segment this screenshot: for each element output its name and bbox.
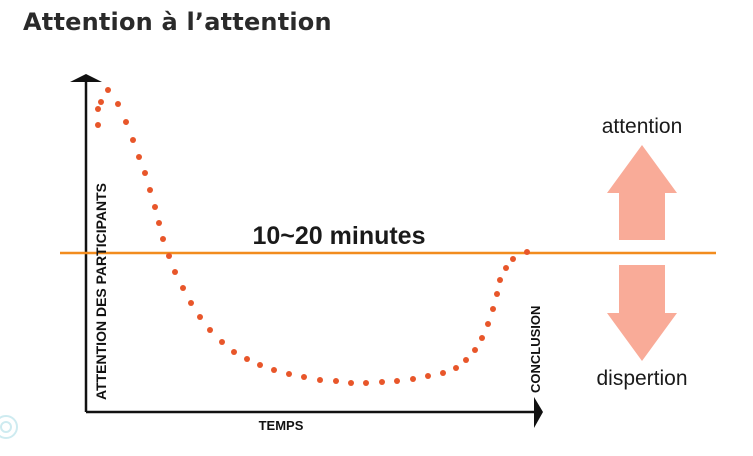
curve-dot [147,187,153,193]
curve-dot [142,170,148,176]
curve-dot [363,380,369,386]
curve-dot [95,122,101,128]
curve-dot [301,374,307,380]
curve-dot [494,291,500,297]
curve-dot [394,378,400,384]
curve-dot [497,277,503,283]
curve-dot [136,154,142,160]
curve-dot [472,347,478,353]
curve-dot [172,269,178,275]
dispertion-label: dispertion [596,367,687,390]
y-axis-arrowhead [70,74,102,82]
curve-dot [257,362,263,368]
curve-dot [348,380,354,386]
curve-dot [410,376,416,382]
attention-curve [95,87,530,386]
curve-dot [479,335,485,341]
curve-dot [115,101,121,107]
curve-dot [207,327,213,333]
curve-dot [425,373,431,379]
curve-dot [510,256,516,262]
curve-dot [333,378,339,384]
curve-dot [379,379,385,385]
x-axis-label: TEMPS [259,418,304,433]
curve-dot [244,356,250,362]
logo-icon [0,415,18,439]
curve-dot [152,204,158,210]
y-axis-label: ATTENTION DES PARTICIPANTS [93,183,109,400]
duration-label: 10~20 minutes [252,222,425,250]
curve-dot [463,357,469,363]
curve-dot [219,339,225,345]
curve-dot [95,106,101,112]
attention-label: attention [602,115,683,138]
curve-dot [188,300,194,306]
curve-dot [286,371,292,377]
curve-dot [440,370,446,376]
curve-dot [524,249,530,255]
dispertion-down-arrow-icon [607,265,677,361]
conclusion-label: CONCLUSION [528,306,543,393]
curve-dot [123,119,129,125]
curve-dot [231,349,237,355]
curve-dot [271,367,277,373]
page-title: Attention à l’attention [23,8,332,36]
curve-dot [166,253,172,259]
curve-dot [105,87,111,93]
curve-dot [453,365,459,371]
curve-dot [490,306,496,312]
x-axis-arrowhead [534,397,543,428]
curve-dot [180,285,186,291]
curve-dot [317,377,323,383]
curve-dot [130,137,136,143]
curve-dot [98,99,104,105]
curve-dot [156,220,162,226]
curve-dot [503,265,509,271]
curve-dot [197,314,203,320]
curve-dot [485,321,491,327]
curve-dot [160,236,166,242]
attention-up-arrow-icon [607,145,677,240]
